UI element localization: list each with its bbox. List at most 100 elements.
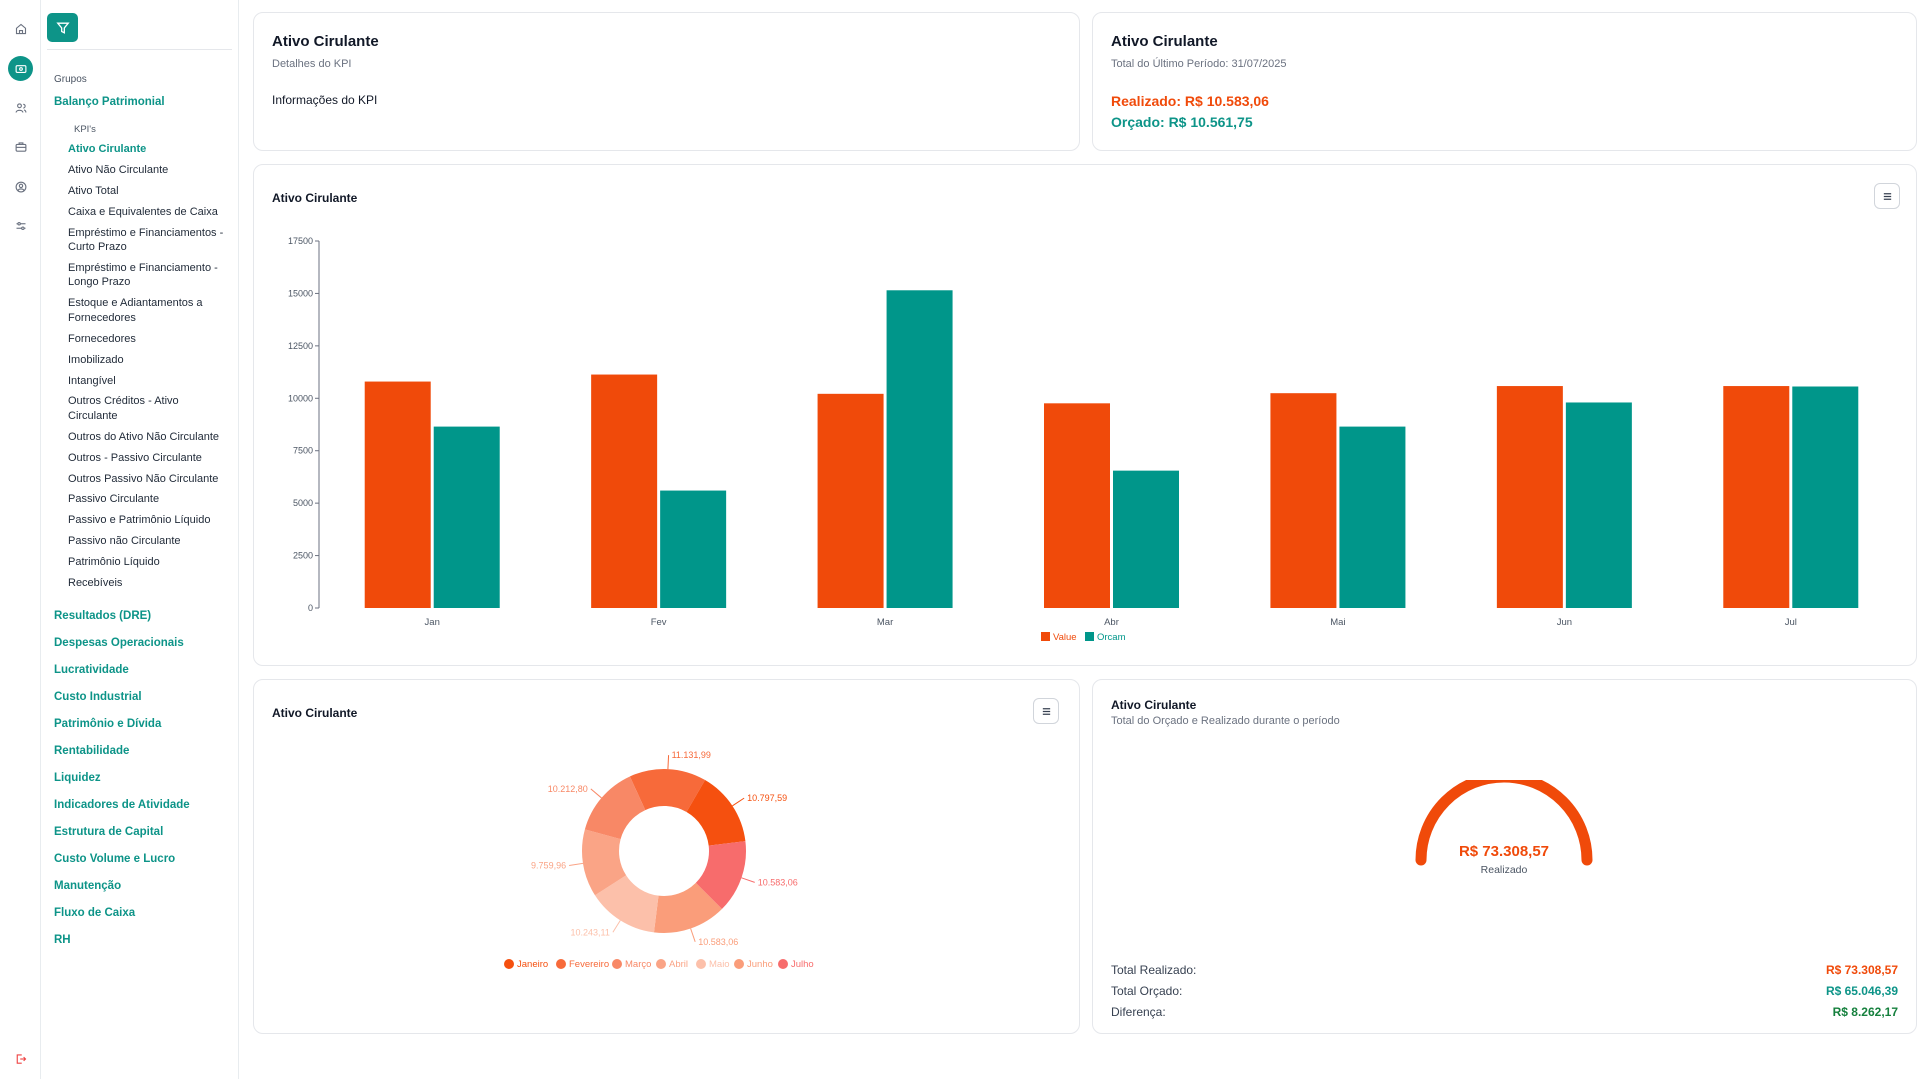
- group-item[interactable]: Manutenção: [54, 880, 122, 892]
- donut-leader: [690, 928, 696, 942]
- donut-slice: [686, 780, 746, 846]
- group-list: Resultados (DRE) Despesas Operacionais Luc…: [54, 609, 229, 960]
- group-item[interactable]: Lucratividade: [54, 664, 129, 676]
- legend-dot: [612, 959, 622, 969]
- legend-label: Fevereiro: [569, 959, 609, 970]
- bar-value: [1496, 386, 1563, 608]
- kpi-card-title: Ativo Cirulante: [272, 33, 379, 50]
- donut-chart-card: Ativo Cirulante 11.131,99 10.797,59 10.583…: [253, 679, 1080, 1034]
- active-group[interactable]: Balanço Patrimonial: [54, 96, 165, 108]
- group-item[interactable]: Custo Industrial: [54, 691, 142, 703]
- bar-orcam: [886, 290, 953, 608]
- kpi-item[interactable]: Ativo Cirulante: [68, 143, 147, 155]
- bar-value: [364, 381, 431, 608]
- legend-dot: [778, 959, 788, 969]
- donut-data-label: 10.212,80: [548, 784, 588, 794]
- kpi-item[interactable]: Recebíveis: [68, 577, 123, 590]
- totals-label: Total Realizado:: [1111, 963, 1197, 977]
- kpi-item[interactable]: Caixa e Equivalentes de Caixa: [68, 205, 218, 218]
- legend-label: Maio: [709, 959, 730, 970]
- totals-value: R$ 65.046,39: [1825, 984, 1898, 998]
- donut-data-label: 10.797,59: [747, 793, 787, 803]
- kpi-item[interactable]: Empréstimo e Financiamento - Longo Prazo: [68, 261, 218, 289]
- kpi-item[interactable]: Outros - Passivo Circulante: [68, 451, 202, 464]
- group-item[interactable]: Indicadores de Atividade: [54, 799, 190, 811]
- logout-icon[interactable]: [8, 1046, 33, 1071]
- bar-value: [817, 393, 884, 608]
- kpi-item[interactable]: Outros do Ativo Não Circulante: [68, 430, 220, 443]
- x-tick-label: Fev: [651, 617, 667, 628]
- kpi-card-subtitle: Detalhes do KPI: [272, 58, 352, 70]
- donut-leader: [741, 877, 755, 883]
- kpi-item[interactable]: Intangível: [68, 374, 116, 387]
- group-item[interactable]: RH: [54, 934, 71, 946]
- y-tick-label: 7500: [293, 446, 313, 456]
- legend-label: Junho: [747, 959, 773, 970]
- donut-slice: [629, 769, 706, 813]
- group-item[interactable]: Resultados (DRE): [54, 610, 152, 622]
- bar-orcam: [1565, 402, 1632, 608]
- kpi-item[interactable]: Outros Passivo Não Circulante: [68, 472, 219, 485]
- kpi-item[interactable]: Estoque e Adiantamentos a Fornecedores: [68, 297, 203, 324]
- x-tick-label: Mar: [877, 617, 893, 628]
- users-icon[interactable]: [8, 95, 33, 120]
- group-item[interactable]: Liquidez: [54, 772, 101, 784]
- group-item[interactable]: Custo Volume e Lucro: [54, 853, 176, 865]
- totals-label: Diferença:: [1111, 1005, 1166, 1019]
- user-circle-icon[interactable]: [8, 174, 33, 199]
- sliders-icon[interactable]: [8, 213, 33, 238]
- group-item[interactable]: Patrimônio e Dívida: [54, 718, 162, 730]
- donut-slice: [594, 875, 659, 933]
- gauge-card: Ativo Cirulante Total do Orçado e Realiz…: [1092, 679, 1917, 1034]
- donut-data-label: 10.583,06: [698, 937, 738, 947]
- donut-leader: [732, 797, 745, 807]
- filter-button[interactable]: [47, 13, 78, 42]
- donut-chart: 11.131,99 10.797,59 10.583,06 10.583,06 10.2…: [504, 750, 814, 970]
- legend-swatch: [1041, 632, 1050, 641]
- legend-label: Março: [625, 959, 651, 970]
- bar-orcam: [660, 490, 727, 608]
- group-item[interactable]: Fluxo de Caixa: [54, 907, 136, 919]
- wallet-icon[interactable]: [8, 56, 33, 81]
- briefcase-icon[interactable]: [8, 134, 33, 159]
- kpi-item[interactable]: Imobilizado: [68, 353, 124, 366]
- groups-label: Grupos: [54, 74, 87, 85]
- group-item[interactable]: Estrutura de Capital: [54, 826, 164, 838]
- totals-value: R$ 8.262,17: [1832, 1005, 1898, 1019]
- menu-icon: [1042, 707, 1050, 715]
- bar-orcam: [1792, 386, 1859, 608]
- bar-chart: 0 2500 5000 7500 10000 12500 15000 17500 Jan Fev M…: [288, 236, 1859, 643]
- home-icon[interactable]: [8, 16, 33, 41]
- bar-chart-menu-button[interactable]: [1874, 183, 1900, 209]
- summary-card-subtitle: Total do Último Período: 31/07/2025: [1111, 58, 1287, 70]
- donut-slice: [653, 882, 722, 933]
- group-item[interactable]: Despesas Operacionais: [54, 637, 184, 649]
- menu-icon: [1883, 192, 1891, 200]
- kpi-item[interactable]: Passivo não Circulante: [68, 535, 181, 548]
- kpi-item[interactable]: Passivo Circulante: [68, 493, 160, 506]
- legend-dot: [696, 959, 706, 969]
- y-tick-label: 17500: [288, 236, 313, 246]
- donut-chart-menu-button[interactable]: [1033, 698, 1059, 724]
- kpi-item[interactable]: Outros Créditos - Ativo Circulante: [68, 395, 179, 422]
- legend-swatch: [1085, 632, 1094, 641]
- sidebar: Grupos Balanço Patrimonial KPI's Ativo C…: [41, 0, 239, 1079]
- kpi-item[interactable]: Empréstimo e Financiamentos - Curto Praz…: [68, 226, 224, 254]
- kpi-item[interactable]: Passivo e Patrimônio Líquido: [68, 514, 211, 527]
- group-item[interactable]: Rentabilidade: [54, 745, 130, 757]
- totals-row: Diferença: R$ 8.262,17: [1111, 1005, 1898, 1023]
- y-tick-label: 5000: [293, 498, 313, 508]
- y-tick-label: 0: [308, 603, 313, 613]
- kpi-item[interactable]: Ativo Total: [68, 184, 119, 197]
- kpi-item[interactable]: Ativo Não Circulante: [68, 163, 169, 176]
- donut-leader: [667, 755, 670, 770]
- kpi-item[interactable]: Fornecedores: [68, 332, 136, 345]
- sidebar-divider: [47, 49, 232, 50]
- summary-card: Ativo Cirulante Total do Último Período:…: [1092, 12, 1917, 151]
- donut-data-label: 10.583,06: [758, 877, 798, 887]
- legend-label: Abril: [669, 959, 688, 970]
- bar-orcam: [1339, 426, 1406, 608]
- kpi-item[interactable]: Patrimônio Líquido: [68, 556, 160, 569]
- legend-label: Value: [1053, 632, 1077, 643]
- filter-icon: [55, 22, 70, 34]
